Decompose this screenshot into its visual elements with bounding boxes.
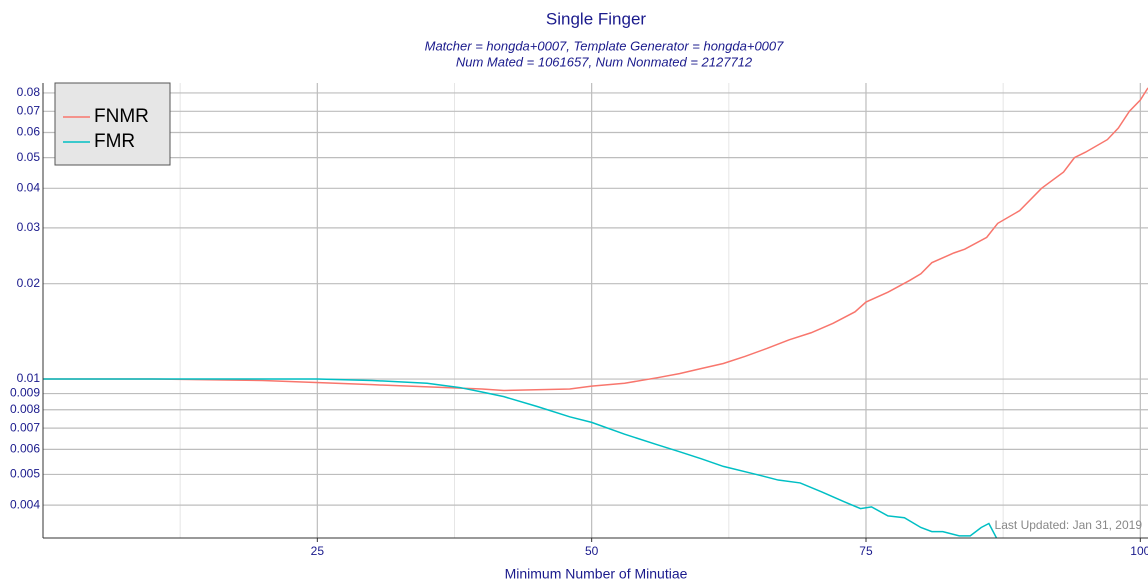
grid [43,83,1148,538]
chart-subtitle: Num Mated = 1061657, Num Nonmated = 2127… [456,54,753,69]
y-tick-label: 0.009 [10,386,40,400]
x-tick-label: 50 [585,544,599,558]
x-tick-label: 100 [1130,544,1148,558]
x-tick-label: 75 [859,544,873,558]
chart-subtitle: Matcher = hongda+0007, Template Generato… [425,38,785,53]
legend-box [54,82,171,166]
plot-area [43,87,1148,538]
y-tick-label: 0.03 [17,220,41,234]
y-tick-label: 0.01 [17,371,41,385]
line-series [43,378,998,538]
y-tick-label: 0.005 [10,467,40,481]
y-tick-label: 0.07 [17,103,41,117]
y-tick-label: 0.008 [10,402,40,416]
y-tick-label: 0.04 [17,180,41,194]
y-tick-label: 0.05 [17,150,41,164]
y-tick-label: 0.06 [17,125,41,139]
legend-label: FNMR [94,106,149,127]
chart-title: Single Finger [546,9,647,28]
x-tick-label: 25 [311,544,325,558]
annotation: Last Updated: Jan 31, 2019 [995,518,1143,532]
legend-label: FMR [94,131,135,152]
y-tick-label: 0.08 [17,85,41,99]
y-tick-label: 0.007 [10,420,40,434]
line-series [43,87,1148,392]
y-tick-label: 0.004 [10,497,40,511]
y-tick-label: 0.006 [10,442,40,456]
y-tick-label: 0.02 [17,276,41,290]
x-axis-label: Minimum Number of Minutiae [505,566,688,580]
